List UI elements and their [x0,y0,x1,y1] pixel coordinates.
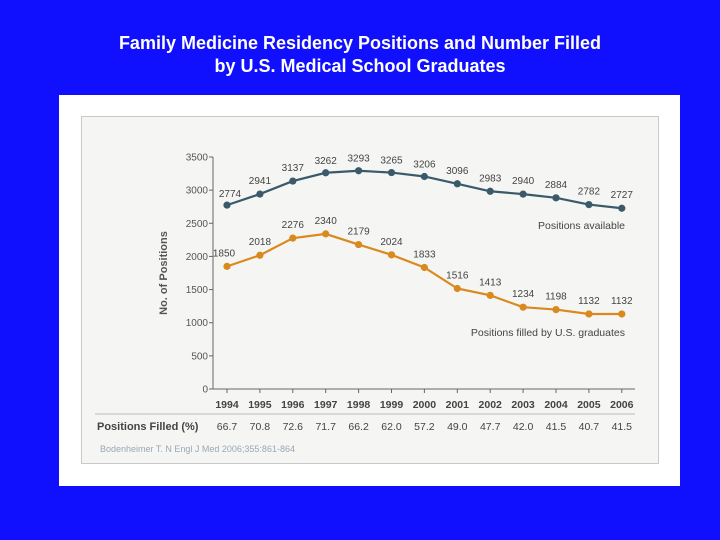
x-tick-label: 1995 [248,399,272,411]
percent-value: 47.7 [480,421,501,433]
x-tick-label: 2005 [577,399,601,411]
data-label: 1234 [512,289,535,300]
data-point [552,194,560,202]
data-label: 1198 [545,292,567,303]
data-label: 2340 [315,216,338,227]
data-point [223,201,231,209]
data-point [387,251,396,259]
data-point [552,305,560,314]
citation: Bodenheimer T. N Engl J Med 2006;355:861… [100,444,295,454]
percent-value: 49.0 [447,421,468,433]
data-point [223,262,231,270]
percent-value: 62.0 [381,421,402,433]
data-label: 2018 [249,237,272,248]
chart-frame [81,116,659,464]
data-label: 2774 [219,189,242,200]
x-tick-label: 2006 [610,399,634,411]
data-label: 1413 [479,277,502,288]
data-label: 2024 [380,237,403,248]
data-point [453,180,461,188]
y-axis-title: No. of Positions [158,231,170,315]
data-point [355,240,363,249]
data-point [486,187,494,195]
data-label: 2276 [282,220,305,231]
slide-title-line-2: by U.S. Medical School Graduates [214,56,506,76]
percent-value: 70.8 [250,421,271,433]
x-tick-label: 2002 [479,399,503,411]
y-tick-label: 1500 [186,285,209,296]
data-label: 3206 [413,159,436,170]
x-tick-label: 2003 [511,399,535,411]
percent-value: 66.2 [348,421,369,433]
data-label: 3137 [282,163,305,174]
percent-value: 71.7 [315,421,336,433]
y-tick-label: 0 [202,385,208,396]
data-point [585,310,593,318]
x-tick-label: 1996 [281,399,305,411]
x-tick-label: 2004 [544,399,568,411]
data-label: 3293 [347,154,370,165]
percent-value: 57.2 [414,421,435,433]
legend-filled: Positions filled by U.S. graduates [471,327,625,339]
data-point [256,251,264,259]
data-label: 2941 [249,176,272,187]
data-label: 1850 [213,248,236,259]
slide-title: Family Medicine Residency Positions and … [0,32,720,78]
y-tick-label: 1000 [186,318,209,329]
percent-value: 42.0 [513,421,534,433]
data-point [256,190,264,198]
data-point [486,291,494,299]
data-label: 1516 [446,271,469,282]
data-point [453,284,461,293]
data-label: 3265 [380,156,403,167]
data-label: 3262 [315,156,338,167]
y-tick-label: 2000 [186,252,209,263]
x-tick-label: 1999 [380,399,404,411]
data-point [519,190,527,198]
data-point [289,234,297,242]
data-point [585,200,593,209]
x-tick-label: 1998 [347,399,371,411]
percent-value: 66.7 [217,421,238,433]
data-point [322,169,330,177]
percent-value: 41.5 [612,421,633,433]
data-label: 2727 [611,190,634,201]
y-tick-label: 2500 [186,219,209,230]
data-label: 2782 [578,187,601,198]
data-point [387,168,396,177]
x-tick-label: 2000 [413,399,437,411]
data-label: 2179 [347,227,370,238]
x-tick-label: 1997 [314,399,338,411]
data-label: 1132 [578,296,600,307]
percent-value: 72.6 [283,421,304,433]
data-label: 3096 [446,166,469,177]
data-label: 2983 [479,173,502,184]
y-tick-label: 3000 [186,186,209,197]
slide-title-line-1: Family Medicine Residency Positions and … [118,33,602,53]
data-point [289,177,297,185]
data-point [420,263,428,272]
x-tick-label: 2001 [446,399,470,411]
data-point [618,204,626,212]
percent-value: 40.7 [579,421,600,433]
data-label: 1833 [413,249,436,260]
percent-value: 41.5 [546,421,567,433]
data-point [618,310,626,318]
data-label: 1132 [611,296,633,307]
legend-available: Positions available [538,220,625,232]
y-tick-label: 500 [191,351,208,362]
data-point [519,303,527,311]
data-label: 2940 [512,176,535,187]
x-tick-label: 1994 [215,399,239,411]
data-label: 2884 [545,180,568,191]
data-point [355,167,363,175]
data-point [322,230,330,238]
percent-row-label: Positions Filled (%) [97,421,199,433]
y-tick-label: 3500 [186,153,209,164]
data-point [420,172,428,181]
